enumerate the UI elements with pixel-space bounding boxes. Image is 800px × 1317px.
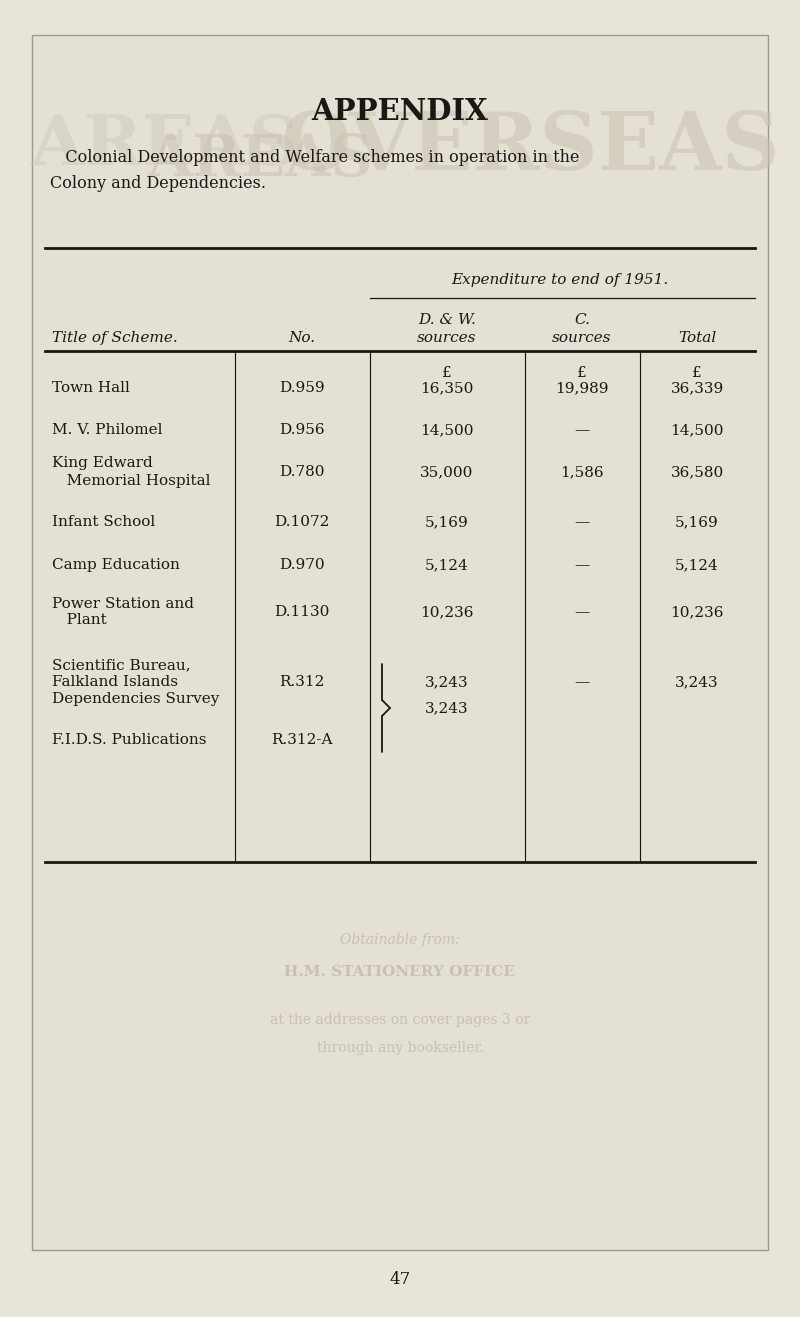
Text: Infant School: Infant School xyxy=(52,515,155,529)
Text: 5,124: 5,124 xyxy=(425,558,469,572)
Text: Title of Scheme.: Title of Scheme. xyxy=(52,331,178,345)
Text: AREAS: AREAS xyxy=(147,132,373,188)
Text: £: £ xyxy=(692,366,702,381)
Text: 3,243: 3,243 xyxy=(425,701,469,715)
Text: 47: 47 xyxy=(390,1271,410,1288)
Text: 19,989: 19,989 xyxy=(555,381,609,395)
Text: through any bookseller.: through any bookseller. xyxy=(317,1040,483,1055)
Text: —: — xyxy=(574,515,590,529)
Text: OVERSEAS: OVERSEAS xyxy=(280,109,780,187)
Text: Memorial Hospital: Memorial Hospital xyxy=(52,474,210,487)
Text: D.956: D.956 xyxy=(279,423,325,437)
Text: 14,500: 14,500 xyxy=(420,423,474,437)
Text: 35,000: 35,000 xyxy=(420,465,474,479)
Text: No.: No. xyxy=(289,331,315,345)
Text: Plant: Plant xyxy=(52,614,106,627)
Text: —: — xyxy=(574,605,590,619)
Text: R.312-A: R.312-A xyxy=(271,734,333,747)
Text: —: — xyxy=(574,558,590,572)
Text: 3,243: 3,243 xyxy=(675,676,719,689)
Text: sources: sources xyxy=(552,331,612,345)
Text: 16,350: 16,350 xyxy=(420,381,474,395)
Text: Power Station and: Power Station and xyxy=(52,597,194,611)
Text: 36,580: 36,580 xyxy=(670,465,724,479)
Text: £: £ xyxy=(577,366,587,381)
Text: AREAS: AREAS xyxy=(30,112,299,179)
Text: Obtainable from:: Obtainable from: xyxy=(340,932,460,947)
Text: 5,169: 5,169 xyxy=(675,515,719,529)
Text: King Edward: King Edward xyxy=(52,457,153,470)
Text: Total: Total xyxy=(678,331,716,345)
Text: 36,339: 36,339 xyxy=(670,381,724,395)
Text: D.1130: D.1130 xyxy=(274,605,330,619)
Text: 3,243: 3,243 xyxy=(425,676,469,689)
Text: 10,236: 10,236 xyxy=(420,605,474,619)
Text: D.1072: D.1072 xyxy=(274,515,330,529)
Text: Falkland Islands: Falkland Islands xyxy=(52,676,178,689)
Text: —: — xyxy=(574,676,590,689)
Text: Expenditure to end of 1951.: Expenditure to end of 1951. xyxy=(451,273,669,287)
Text: 1,586: 1,586 xyxy=(560,465,604,479)
Text: F.I.D.S. Publications: F.I.D.S. Publications xyxy=(52,734,206,747)
Text: 5,124: 5,124 xyxy=(675,558,719,572)
Text: M. V. Philomel: M. V. Philomel xyxy=(52,423,162,437)
Text: at the addresses on cover pages 3 or: at the addresses on cover pages 3 or xyxy=(270,1013,530,1027)
Text: D.959: D.959 xyxy=(279,381,325,395)
Text: H.M. STATIONERY OFFICE: H.M. STATIONERY OFFICE xyxy=(285,965,515,979)
Text: Colony and Dependencies.: Colony and Dependencies. xyxy=(50,174,266,191)
Text: D.970: D.970 xyxy=(279,558,325,572)
Text: D.780: D.780 xyxy=(279,465,325,479)
Text: 14,500: 14,500 xyxy=(670,423,724,437)
Text: Town Hall: Town Hall xyxy=(52,381,130,395)
Text: C.: C. xyxy=(574,313,590,327)
Text: sources: sources xyxy=(418,331,477,345)
Text: 10,236: 10,236 xyxy=(670,605,724,619)
Text: APPENDIX: APPENDIX xyxy=(311,97,489,126)
Text: R.312: R.312 xyxy=(279,676,325,689)
Text: £: £ xyxy=(442,366,452,381)
Text: D. & W.: D. & W. xyxy=(418,313,476,327)
Text: 5,169: 5,169 xyxy=(425,515,469,529)
Text: Scientific Bureau,: Scientific Bureau, xyxy=(52,658,190,672)
Text: Dependencies Survey: Dependencies Survey xyxy=(52,691,219,706)
Text: Camp Education: Camp Education xyxy=(52,558,180,572)
Text: —: — xyxy=(574,423,590,437)
Text: Colonial Development and Welfare schemes in operation in the: Colonial Development and Welfare schemes… xyxy=(50,150,579,166)
